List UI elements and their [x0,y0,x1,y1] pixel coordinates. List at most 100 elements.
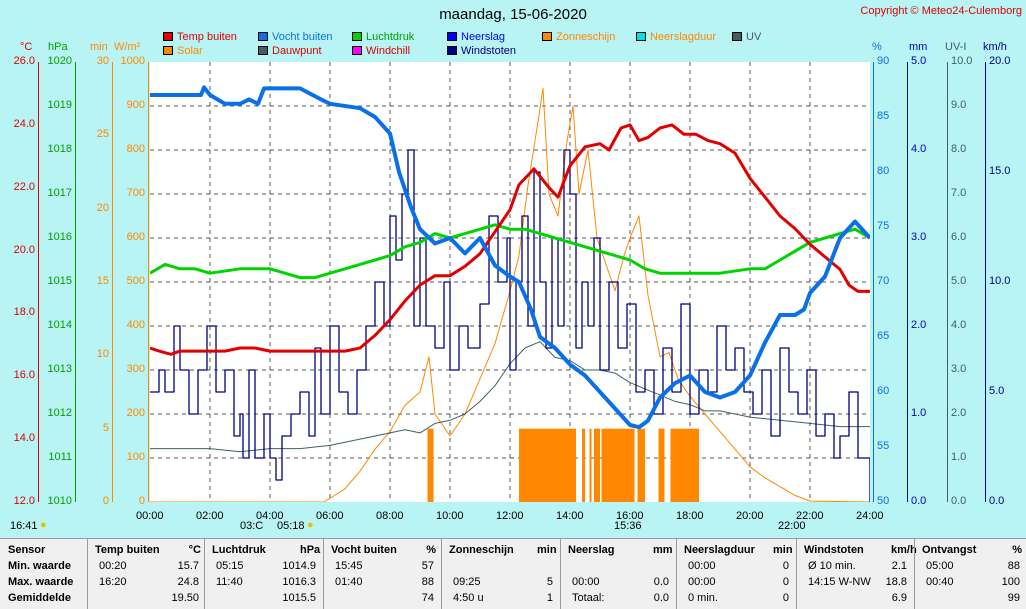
stats-value: 0 [782,576,789,588]
series-line [150,85,872,430]
stats-column-divider [914,539,915,609]
stats-value: 88 [421,576,434,588]
solar-tick-label: 700 [126,187,145,199]
rain-axis-unit: mm [909,41,928,53]
temp-tick-label: 20.0 [13,243,35,256]
series-line [150,149,871,502]
sunset-time: 22:00 [778,520,806,532]
sunshine-bar [601,428,635,502]
legend-swatch [447,46,457,55]
stats-label-min: Min. waarde [8,560,71,572]
legend-label: Windstoten [461,45,517,57]
uv-tick-label: 7.0 [951,187,967,199]
humidity-tick-label: 70 [877,275,890,287]
legend-swatch [352,46,362,55]
legend-swatch [732,32,742,41]
stats-column-unit: km/h [891,544,917,556]
humidity-tick-label: 55 [877,440,890,452]
pressure-tick-label: 1015 [47,275,72,287]
stats-value: 18.8 [885,576,907,588]
uv-tick-label: 9.0 [951,99,967,111]
axis-line [38,62,39,502]
stats-time: 00:00 [572,576,600,588]
stats-column-divider [204,539,205,609]
pressure-tick-label: 1010 [47,495,72,507]
uv-axis-unit: UV-I [945,41,967,53]
stats-column-divider [87,539,88,609]
time-tick-label: 00:00 [136,510,164,522]
pressure-tick-label: 1020 [47,55,72,67]
stats-time: 00:00 [688,560,716,572]
time-tick-label: 20:00 [736,510,764,522]
pressure-tick-label: 1012 [47,407,72,419]
axis-line [947,62,948,502]
legend-label: UV [746,31,762,43]
legend-item: UV [732,31,761,43]
stats-label-avg: Gemiddelde [8,592,71,604]
humidity-tick-label: 75 [877,220,890,232]
uv-tick-label: 4.0 [951,319,967,331]
copyright: Copyright © Meteo24-Culemborg [860,5,1022,17]
stats-label-sensor: Sensor [8,544,46,556]
sunshine-bar [519,428,576,502]
solar-tick-label: 300 [126,363,145,375]
chart-svg [149,62,872,503]
temp-tick-label: 16.0 [13,369,35,382]
sunshine-bar [637,428,645,502]
stats-time: Ø 10 min. [808,560,856,572]
wind-tick-label: 5.0 [989,385,1005,397]
time-tick-label: 24:00 [856,510,884,522]
legend-swatch [258,32,268,41]
humidity-tick-label: 80 [877,165,890,177]
time-tick-label: 10:00 [436,510,464,522]
sunshine-bar [582,428,585,502]
minutes-tick-label: 5 [102,421,109,434]
stats-value: 15.7 [177,560,199,572]
series-line [149,223,871,280]
humidity-tick-label: 85 [877,110,890,122]
legend-item: Dauwpunt [258,45,322,57]
time-tick-label: 12:00 [496,510,524,522]
time-tick-label: 08:00 [376,510,404,522]
sunrise-time-2: 05:18 [277,520,305,532]
chart-title: maandag, 15-06-2020 [439,6,587,23]
series-line [150,87,871,503]
stats-column-header: Neerslagduur [684,544,755,556]
legend-label: Solar [177,45,203,57]
legend-item: Luchtdruk [352,31,414,43]
uv-tick-label: 2.0 [951,407,967,419]
sunshine-bar [658,428,665,502]
wind-axis-unit: km/h [983,41,1007,53]
rain-tick-label: 2.0 [911,319,927,331]
pressure-tick-label: 1018 [47,143,72,155]
solar-tick-label: 900 [126,99,145,111]
stats-time: 09:25 [453,576,481,588]
stats-time: 14:15 W-NW [808,576,871,588]
legend-item: Temp buiten [163,31,237,43]
legend-swatch [636,32,646,41]
stats-value: 99 [1007,592,1020,604]
stats-value: 19.50 [171,592,199,604]
legend-swatch [352,32,362,41]
pressure-tick-label: 1014 [47,319,72,331]
legend-swatch [163,32,173,41]
legend-swatch [258,46,268,55]
uv-tick-label: 5.0 [951,275,967,287]
stats-column-divider [796,539,797,609]
stats-column-header: Zonneschijn [449,544,514,556]
pressure-tick-label: 1016 [47,231,72,243]
stats-value: 6.9 [891,592,907,604]
legend-item: Solar [163,45,203,57]
solar-tick-label: 400 [126,319,145,331]
sun-icon: ● [40,519,47,531]
humidity-tick-label: 60 [877,385,890,397]
uv-tick-label: 1.0 [951,451,967,463]
time-tick-label: 18:00 [676,510,704,522]
stats-value: 0 [782,560,789,572]
rain-tick-label: 4.0 [911,143,927,155]
temp-tick-label: 14.0 [13,432,35,445]
legend-item: Windstoten [447,45,516,57]
uv-tick-label: 6.0 [951,231,967,243]
minutes-tick-label: 30 [96,55,109,67]
sunshine-bar [589,428,592,502]
